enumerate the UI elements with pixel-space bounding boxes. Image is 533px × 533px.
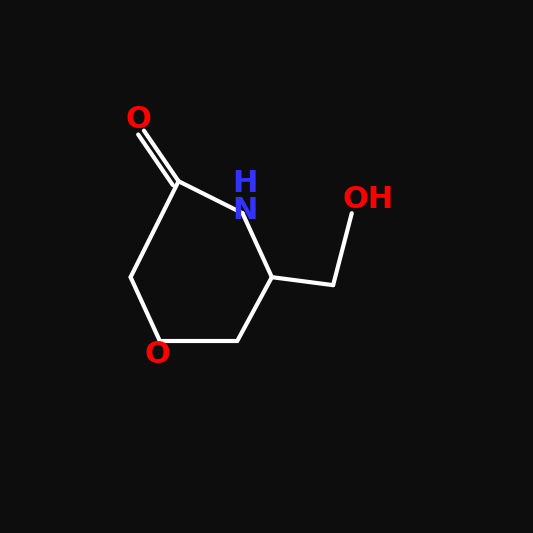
Text: OH: OH <box>342 185 393 214</box>
Text: O: O <box>126 106 151 134</box>
Text: O: O <box>144 340 170 369</box>
Text: N: N <box>232 196 258 225</box>
Text: H: H <box>232 169 258 198</box>
